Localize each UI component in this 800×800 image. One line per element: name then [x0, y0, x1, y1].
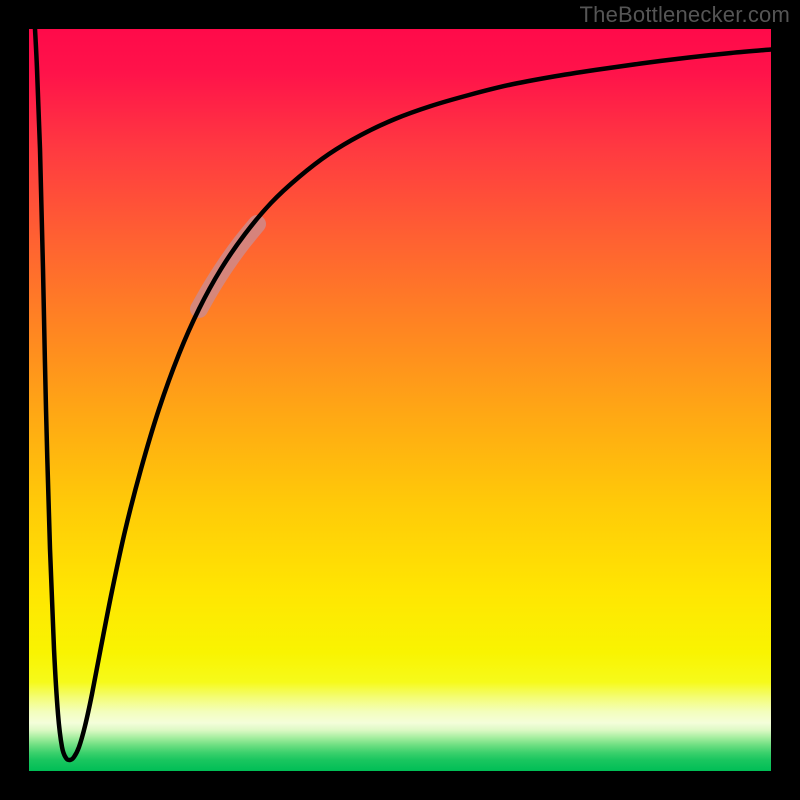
curve-layer: [29, 29, 771, 771]
chart-frame: TheBottlenecker.com: [0, 0, 800, 800]
watermark-text: TheBottlenecker.com: [580, 2, 790, 28]
plot-area: [29, 29, 771, 771]
bottleneck-curve: [35, 29, 771, 760]
